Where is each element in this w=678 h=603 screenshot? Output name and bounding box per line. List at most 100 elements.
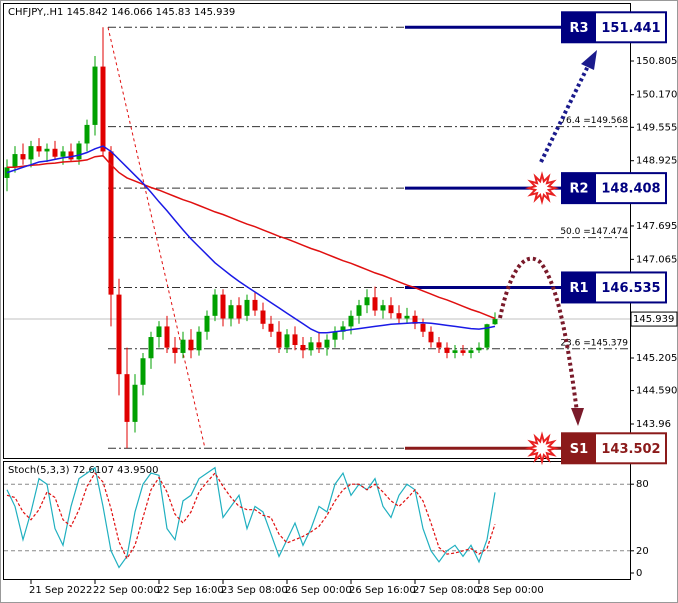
candle-body (52, 148, 58, 157)
candle-body (324, 339, 330, 348)
moving-average (6, 145, 496, 334)
candle-body (292, 334, 298, 345)
open-value: 145.842 (67, 7, 108, 18)
level-value: 143.502 (601, 442, 660, 457)
candle-body (284, 334, 290, 348)
y-tick-label: 147.065 (636, 254, 677, 265)
candle-body (140, 358, 146, 385)
candle-body (212, 294, 218, 316)
candle-body (164, 326, 170, 348)
candle-body (188, 339, 194, 351)
symbol: CHFJPY,.H1 (8, 7, 63, 18)
candle-body (276, 331, 282, 348)
candle-body (484, 324, 490, 348)
candle-body (252, 299, 258, 311)
candle-body (108, 151, 114, 295)
candle-body (356, 305, 362, 316)
candle-body (228, 305, 234, 319)
candle-body (308, 342, 314, 351)
level-tag (562, 12, 596, 43)
candle-body (260, 310, 266, 324)
candle-body (396, 313, 402, 319)
candle-body (492, 319, 498, 325)
stoch-panel (3, 461, 631, 580)
candle-body (380, 305, 386, 311)
y-tick-label: 0 (636, 568, 642, 579)
level-name: S1 (570, 442, 588, 457)
candle-body (316, 342, 322, 348)
y-tick-label: 147.695 (636, 221, 677, 232)
candle-body (156, 326, 162, 338)
level-tag (562, 173, 596, 204)
y-tick-label: 150.170 (636, 90, 677, 101)
candle-body (36, 146, 42, 152)
x-tick-label: 27 Sep 08:00 (413, 585, 480, 596)
candle-body (100, 66, 106, 152)
level-name: R3 (569, 21, 588, 36)
y-tick-label: 144.590 (636, 386, 677, 397)
candle-body (124, 374, 130, 422)
y-tick-label: 143.96 (636, 419, 671, 430)
candle-body (196, 331, 202, 351)
low-value: 145.83 (156, 7, 191, 18)
x-tick-label: 21 Sep 2022 (29, 585, 92, 596)
candle-body (404, 315, 410, 319)
candle-body (76, 143, 82, 160)
candle-body (364, 297, 370, 306)
candle-body (44, 148, 50, 152)
x-tick-label: 22 Sep 16:00 (157, 585, 224, 596)
candle-body (116, 294, 122, 375)
candle-body (388, 305, 394, 314)
candle-body (476, 347, 482, 351)
forecast-arrows (498, 50, 597, 426)
candle-body (204, 315, 210, 332)
candle-body (412, 315, 418, 324)
price-tag-label: 145.939 (633, 314, 674, 325)
candle-body (92, 66, 98, 125)
x-tick-label: 23 Sep 08:00 (221, 585, 288, 596)
candle-body (4, 167, 10, 178)
y-tick-label: 80 (636, 479, 649, 490)
close-value: 145.939 (194, 7, 235, 18)
y-tick-label: 148.925 (636, 156, 677, 167)
arrowhead (581, 50, 597, 70)
high-value: 146.066 (111, 7, 152, 18)
candle-body (236, 305, 242, 319)
stoch-line (6, 472, 496, 560)
candle-body (148, 337, 154, 359)
candle-body (12, 154, 18, 168)
candle-body (172, 347, 178, 353)
level-tag (562, 433, 596, 464)
candle-body (84, 124, 90, 144)
candle-body (68, 151, 74, 160)
candle-body (468, 350, 474, 353)
arrowhead (571, 408, 584, 426)
fib-label: 23.6 =145.379 (560, 338, 628, 348)
candle-body (460, 350, 466, 353)
level-name: R1 (569, 281, 588, 296)
candle-body (444, 347, 450, 353)
candle-body (348, 315, 354, 327)
candle-body (180, 339, 186, 353)
candle-body (372, 297, 378, 311)
y-tick-label: 145.205 (636, 353, 677, 364)
y-tick-label: 20 (636, 546, 649, 557)
x-tick-label: 28 Sep 00:00 (477, 585, 544, 596)
fib-label: 76.4 =149.568 (560, 116, 628, 126)
level-tag (562, 272, 596, 303)
candle-body (20, 154, 26, 160)
level-value: 151.441 (601, 21, 660, 36)
price-tag (630, 311, 678, 327)
stoch-title: Stoch(5,3,3) 72.6107 43.9500 (8, 465, 159, 476)
candle-body (340, 326, 346, 332)
x-tick-label: 22 Sep 00:00 (93, 585, 160, 596)
level-value: 148.408 (601, 182, 660, 197)
candle-body (420, 323, 426, 332)
candle-body (332, 331, 338, 340)
burst-core (532, 178, 552, 199)
candle-body (244, 299, 250, 316)
candle-body (268, 323, 274, 332)
candle-body (452, 350, 458, 353)
y-tick-label: 149.555 (636, 122, 677, 133)
